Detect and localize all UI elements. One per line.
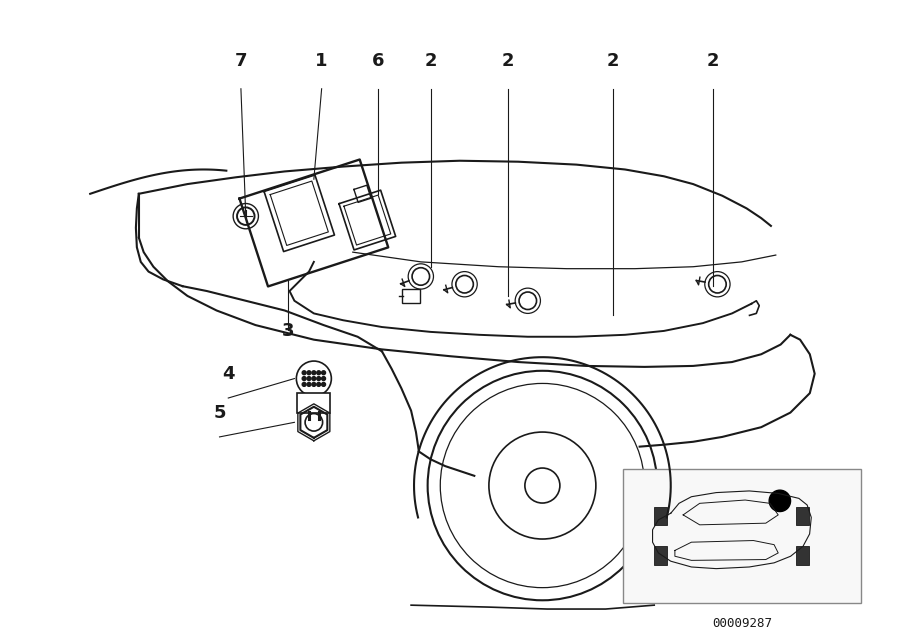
- Bar: [796, 546, 809, 565]
- Circle shape: [307, 377, 310, 380]
- Circle shape: [317, 371, 320, 375]
- Text: 2: 2: [424, 52, 436, 70]
- Text: 6: 6: [372, 52, 384, 70]
- Circle shape: [312, 371, 316, 375]
- Text: 5: 5: [213, 404, 226, 422]
- Bar: [654, 546, 667, 565]
- Circle shape: [317, 377, 320, 380]
- Circle shape: [321, 377, 326, 380]
- Circle shape: [307, 382, 310, 386]
- FancyBboxPatch shape: [402, 289, 420, 303]
- Circle shape: [317, 382, 320, 386]
- Text: 7: 7: [235, 52, 248, 70]
- Text: 3: 3: [282, 322, 293, 340]
- Circle shape: [770, 490, 790, 512]
- Circle shape: [312, 377, 316, 380]
- Circle shape: [302, 371, 306, 375]
- Circle shape: [302, 382, 306, 386]
- Text: 1: 1: [315, 52, 328, 70]
- Bar: [623, 469, 861, 603]
- Text: 2: 2: [502, 52, 515, 70]
- Circle shape: [312, 382, 316, 386]
- Circle shape: [302, 377, 306, 380]
- Text: 00009287: 00009287: [712, 617, 772, 630]
- Text: 2: 2: [706, 52, 719, 70]
- Text: 4: 4: [222, 365, 235, 384]
- Circle shape: [321, 371, 326, 375]
- Circle shape: [321, 382, 326, 386]
- Bar: [654, 507, 667, 525]
- FancyBboxPatch shape: [297, 393, 330, 413]
- Circle shape: [307, 371, 310, 375]
- Text: 2: 2: [608, 52, 619, 70]
- Bar: [796, 507, 809, 525]
